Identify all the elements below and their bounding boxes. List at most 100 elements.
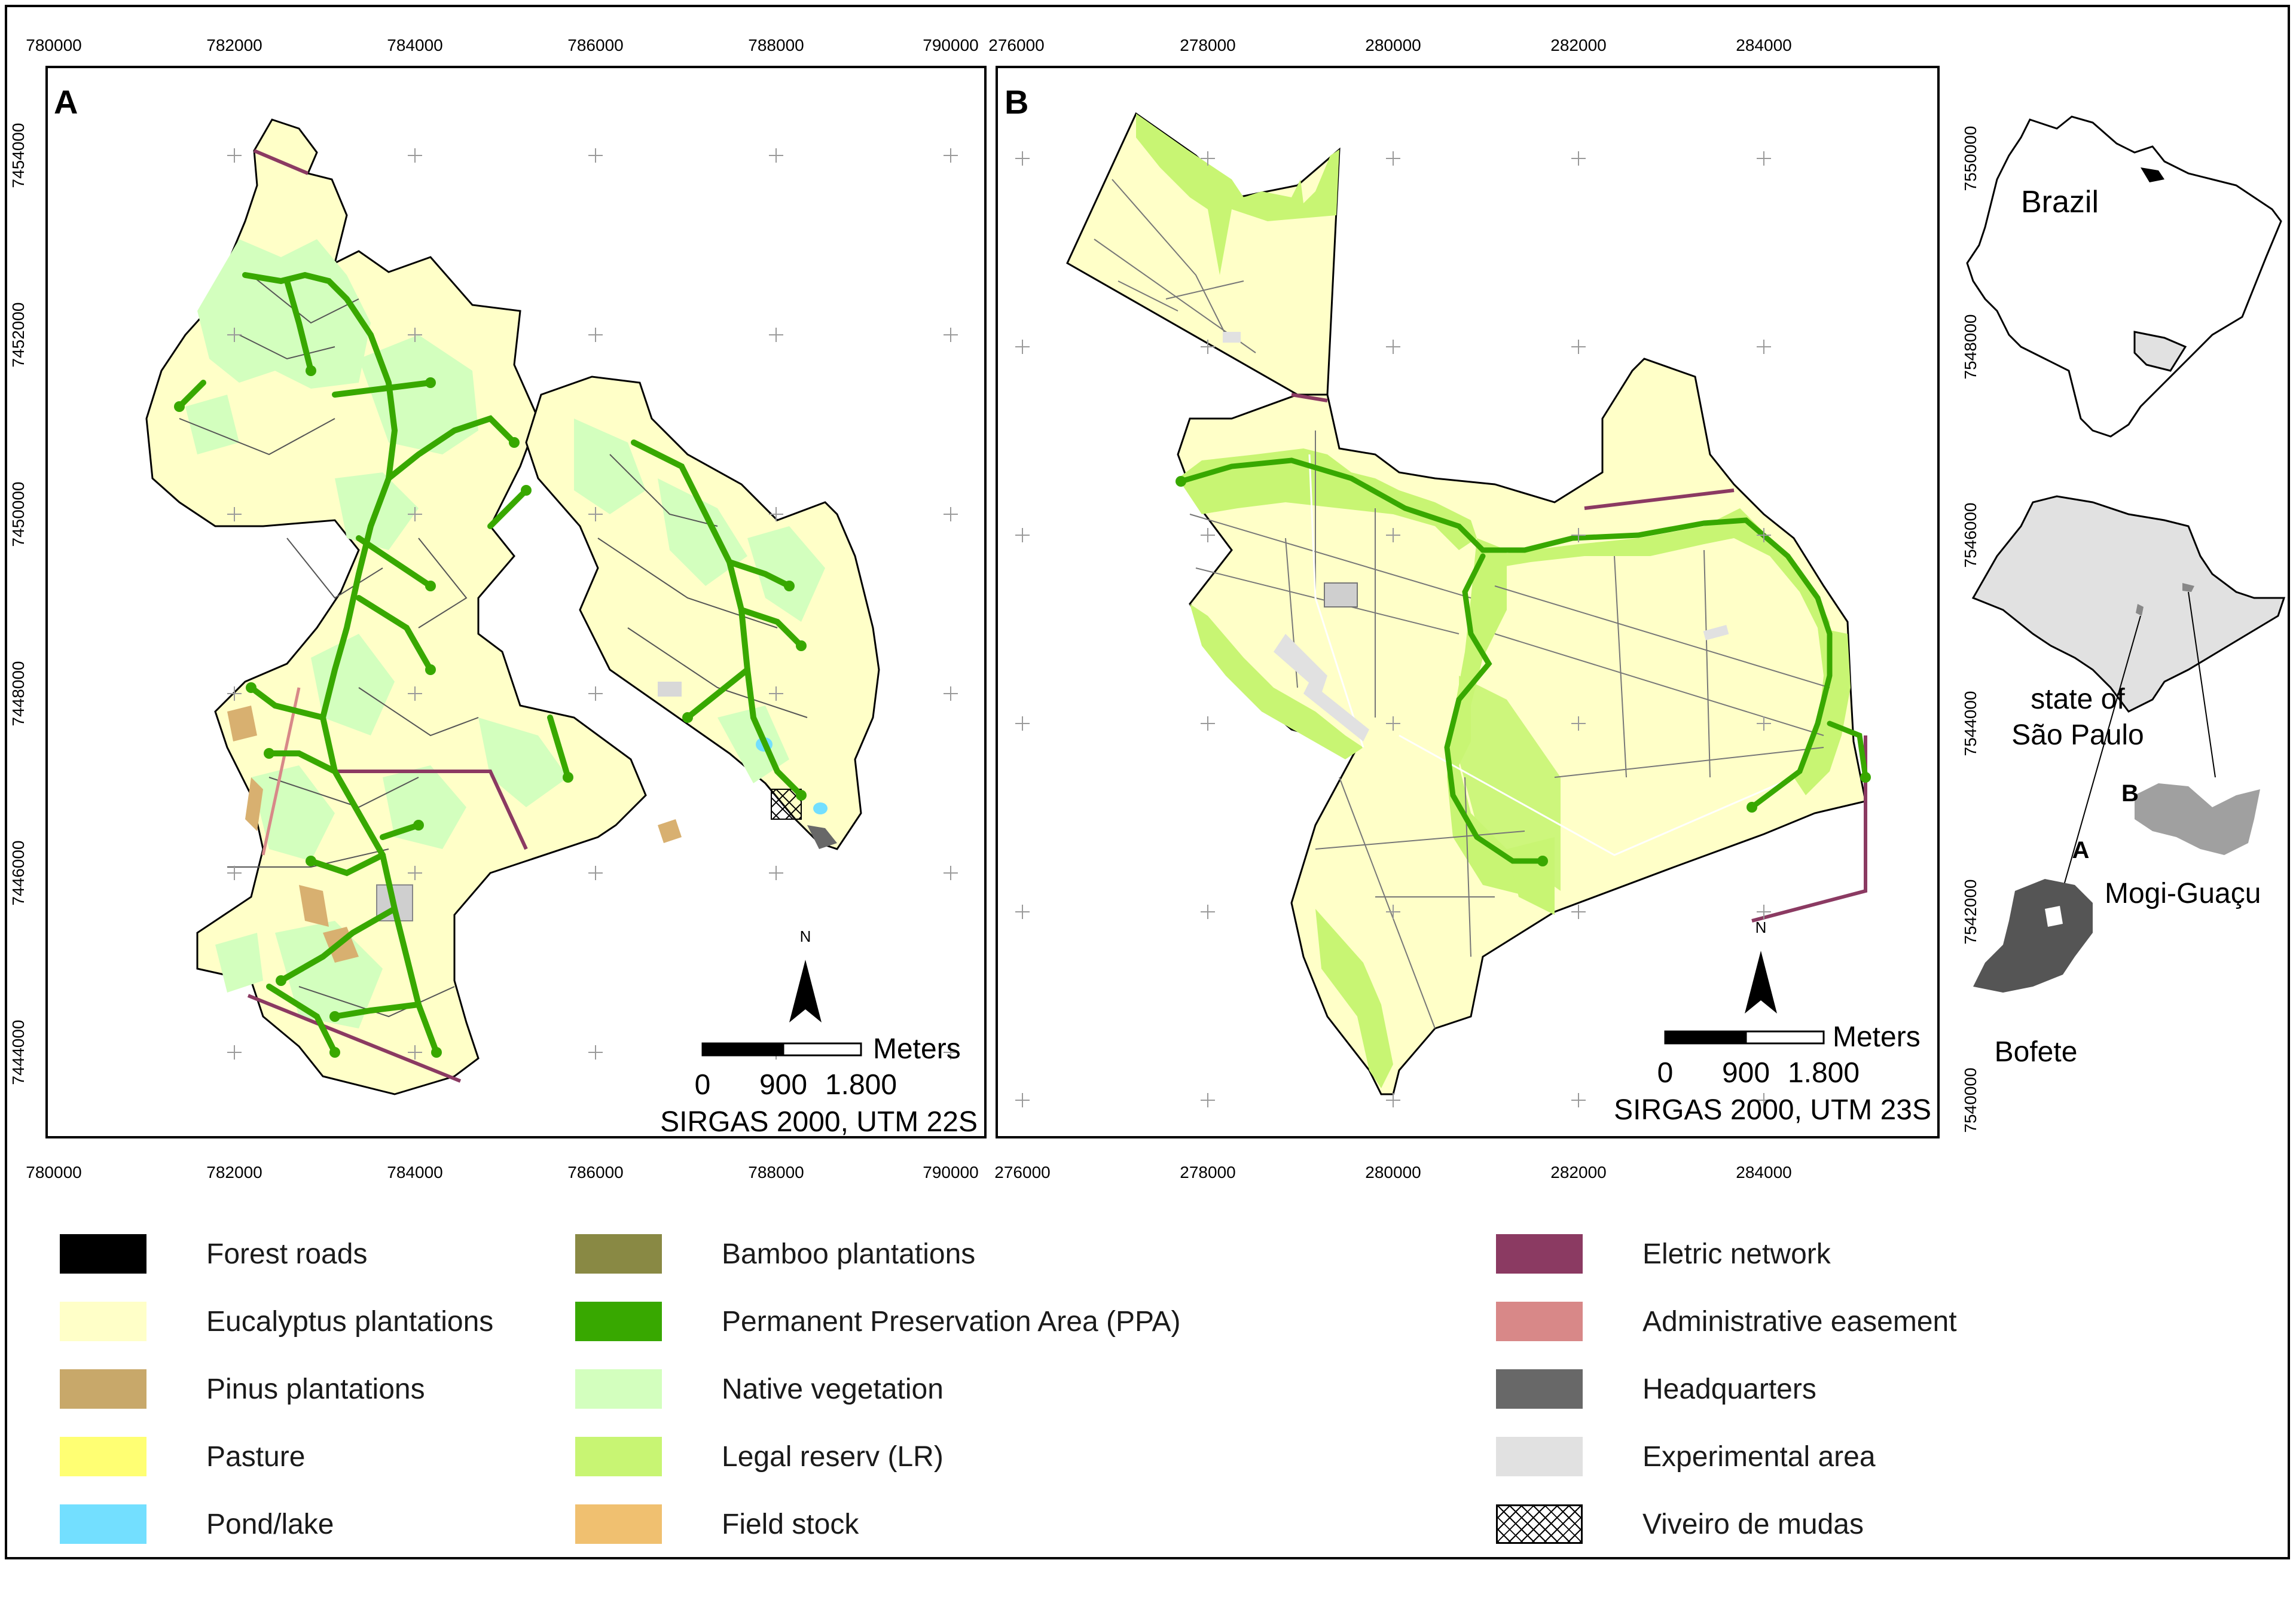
- inset-city-b: Mogi-Guaçu: [2105, 878, 2261, 909]
- legend-label: Viveiro de mudas: [1642, 1508, 1864, 1540]
- grid-cross: [769, 866, 783, 880]
- legend-label: Forest roads: [206, 1238, 368, 1270]
- svg-text:782000: 782000: [206, 36, 262, 54]
- grid-cross: [944, 328, 958, 342]
- legend-item-native-vegetation: Native vegetation: [575, 1368, 944, 1410]
- svg-text:7546000: 7546000: [1961, 502, 1980, 567]
- grid-cross: [1757, 905, 1771, 919]
- grid-cross: [408, 328, 422, 342]
- grid-cross: [227, 866, 242, 880]
- grid-cross: [1201, 905, 1215, 919]
- grid-crosses-a: [227, 148, 958, 1060]
- grid-cross: [1015, 905, 1030, 919]
- grid-cross: [588, 866, 603, 880]
- grid-cross: [944, 686, 958, 701]
- grid-cross: [1571, 151, 1586, 166]
- grid-cross: [1201, 340, 1215, 354]
- scale-value-b-0: 0: [1657, 1057, 1674, 1089]
- grid-cross: [1571, 716, 1586, 731]
- legend-swatch: [60, 1437, 146, 1476]
- legend-label: Legal reserv (LR): [722, 1440, 944, 1473]
- grid-cross: [1386, 151, 1400, 166]
- x-ticks-b: 276000 278000 280000 282000 284000 27600…: [988, 36, 1791, 1182]
- north-arrow-a: N: [789, 927, 822, 1022]
- legend-label: Pond/lake: [206, 1508, 334, 1540]
- scale-value-a-0: 0: [695, 1069, 711, 1101]
- grid-cross: [769, 686, 783, 701]
- legend-swatch: [575, 1369, 662, 1409]
- scale-value-a-2: 1.800: [825, 1069, 897, 1101]
- location-inset: Brazil state of São Paulo B Mogi-Guaçu A…: [1966, 115, 2286, 1068]
- grid-cross: [1201, 716, 1215, 731]
- svg-text:282000: 282000: [1550, 1163, 1606, 1182]
- grid-cross: [1015, 1093, 1030, 1107]
- legend-swatch: [1496, 1504, 1583, 1544]
- grid-cross: [769, 328, 783, 342]
- scale-units-a: Meters: [873, 1033, 961, 1065]
- scale-units-b: Meters: [1833, 1021, 1921, 1053]
- legend-label: Headquarters: [1642, 1373, 1816, 1405]
- svg-text:7542000: 7542000: [1961, 879, 1980, 944]
- scale-bar-a: Meters 0 900 1.800: [695, 1033, 961, 1101]
- legend-label: Experimental area: [1642, 1440, 1876, 1473]
- legend-swatch: [60, 1234, 146, 1274]
- svg-text:790000: 790000: [923, 1163, 978, 1182]
- svg-text:276000: 276000: [988, 36, 1044, 54]
- grid-cross: [1757, 716, 1771, 731]
- svg-text:7444000: 7444000: [9, 1019, 28, 1085]
- svg-text:280000: 280000: [1365, 1163, 1421, 1182]
- x-ticks-a: 780000 782000 784000 786000 788000 79000…: [26, 36, 978, 1182]
- legend-swatch: [575, 1302, 662, 1341]
- grid-cross: [1201, 1093, 1215, 1107]
- grid-cross: [1386, 528, 1400, 542]
- grid-cross: [408, 686, 422, 701]
- legend-item-viveiro: Viveiro de mudas: [1496, 1503, 1864, 1545]
- legend-swatch: [1496, 1369, 1583, 1409]
- legend-label: Eletric network: [1642, 1238, 1831, 1270]
- grid-cross: [944, 1045, 958, 1060]
- scale-value-b-1: 900: [1722, 1057, 1770, 1089]
- grid-cross: [408, 507, 422, 521]
- legend-item-experimental-area: Experimental area: [1496, 1436, 1876, 1477]
- svg-text:284000: 284000: [1736, 1163, 1791, 1182]
- legend-item-pinus: Pinus plantations: [60, 1368, 425, 1410]
- legend-item-pasture: Pasture: [60, 1436, 305, 1477]
- svg-text:780000: 780000: [26, 36, 81, 54]
- grid-cross: [1571, 905, 1586, 919]
- svg-text:284000: 284000: [1736, 36, 1791, 54]
- legend-item-eucalyptus: Eucalyptus plantations: [60, 1301, 493, 1342]
- grid-cross: [588, 507, 603, 521]
- svg-text:278000: 278000: [1180, 36, 1235, 54]
- sao-paulo-outline: [1971, 495, 2286, 713]
- svg-text:790000: 790000: [923, 36, 978, 54]
- grid-cross: [1571, 1093, 1586, 1107]
- grid-cross: [944, 866, 958, 880]
- legend-swatch: [1496, 1437, 1583, 1476]
- grid-cross: [227, 328, 242, 342]
- legend-swatch: [575, 1234, 662, 1274]
- territory-a: [145, 118, 880, 1095]
- svg-text:N: N: [1755, 918, 1767, 936]
- svg-text:7540000: 7540000: [1961, 1067, 1980, 1132]
- panel-b-label: B: [1004, 83, 1028, 121]
- grid-cross: [408, 1045, 422, 1060]
- grid-cross: [944, 148, 958, 163]
- legend-label: Eucalyptus plantations: [206, 1305, 494, 1338]
- legend-label: Pasture: [206, 1440, 306, 1473]
- panel-a: A: [9, 36, 987, 1182]
- svg-text:N: N: [800, 927, 811, 945]
- legend-item-headquarters: Headquarters: [1496, 1368, 1816, 1410]
- grid-cross: [588, 328, 603, 342]
- grid-cross: [1757, 528, 1771, 542]
- svg-text:788000: 788000: [748, 36, 804, 54]
- y-ticks-b: 7550000 7548000 7546000 7544000 7542000 …: [1961, 126, 1980, 1132]
- scale-value-a-1: 900: [759, 1069, 807, 1101]
- scale-value-b-2: 1.800: [1788, 1057, 1860, 1089]
- inset-label-a: A: [2072, 837, 2090, 863]
- figure-frame: [5, 5, 2290, 1559]
- grid-cross: [588, 148, 603, 163]
- grid-cross: [1015, 340, 1030, 354]
- grid-cross: [944, 507, 958, 521]
- grid-cross: [1386, 340, 1400, 354]
- svg-text:780000: 780000: [26, 1163, 81, 1182]
